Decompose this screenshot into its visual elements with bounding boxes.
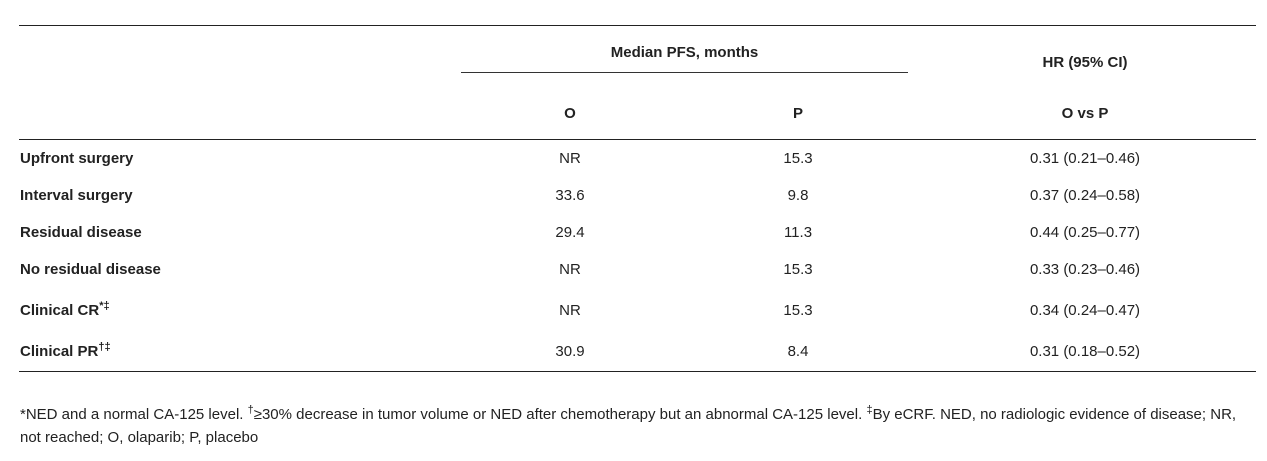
cell-o-value: 33.6 [555,187,585,204]
cell-o-value: 29.4 [555,224,585,241]
cell-hr-value: 0.34 (0.24–0.47) [1029,302,1141,319]
cell-p-value: 15.3 [783,261,813,278]
cell-o-value: NR [559,150,581,167]
cell-hr-value: 0.33 (0.23–0.46) [1029,261,1141,278]
cell-p-value: 9.8 [787,187,809,204]
row-label: Upfront surgery [20,150,134,167]
table-row: No residual disease NR 15.3 0.33 (0.23–0… [0,259,1267,281]
table-row: Interval surgery 33.6 9.8 0.37 (0.24–0.5… [0,185,1267,207]
hr-header: HR (95% CI) [1042,54,1128,71]
cell-o-value: NR [559,302,581,319]
table-row: Upfront surgery NR 15.3 0.31 (0.21–0.46) [0,148,1267,170]
cell-p-value: 15.3 [783,302,813,319]
table-row: Residual disease 29.4 11.3 0.44 (0.25–0.… [0,222,1267,244]
cell-hr-value: 0.37 (0.24–0.58) [1029,187,1141,204]
table-row: Clinical CR*‡ NR 15.3 0.34 (0.24–0.47) [0,300,1267,322]
row-label: Interval surgery [20,187,133,204]
row-label: Clinical CR*‡ [20,300,110,320]
header-bottom-rule [19,139,1256,140]
col-header-o-vs-p: O vs P [1061,105,1109,122]
group-header-underline [461,72,908,73]
cell-hr-value: 0.31 (0.18–0.52) [1029,343,1141,360]
table-row: Clinical PR†‡ 30.9 8.4 0.31 (0.18–0.52) [0,341,1267,363]
table-top-rule [19,25,1256,26]
cell-o-value: NR [559,261,581,278]
cell-hr-value: 0.31 (0.21–0.46) [1029,150,1141,167]
cell-hr-value: 0.44 (0.25–0.77) [1029,224,1141,241]
median-pfs-group-header: Median PFS, months [610,44,759,61]
cell-o-value: 30.9 [555,343,585,360]
col-header-o: O [564,105,576,122]
row-label: Clinical PR†‡ [20,341,111,361]
cell-p-value: 11.3 [783,224,813,241]
cell-p-value: 15.3 [783,150,813,167]
row-label: No residual disease [20,261,161,278]
table-footnote: *NED and a normal CA-125 level. †≥30% de… [20,404,1237,447]
cell-p-value: 8.4 [787,343,809,360]
table-bottom-rule [19,371,1256,372]
col-header-p: P [792,105,803,122]
row-label: Residual disease [20,224,142,241]
